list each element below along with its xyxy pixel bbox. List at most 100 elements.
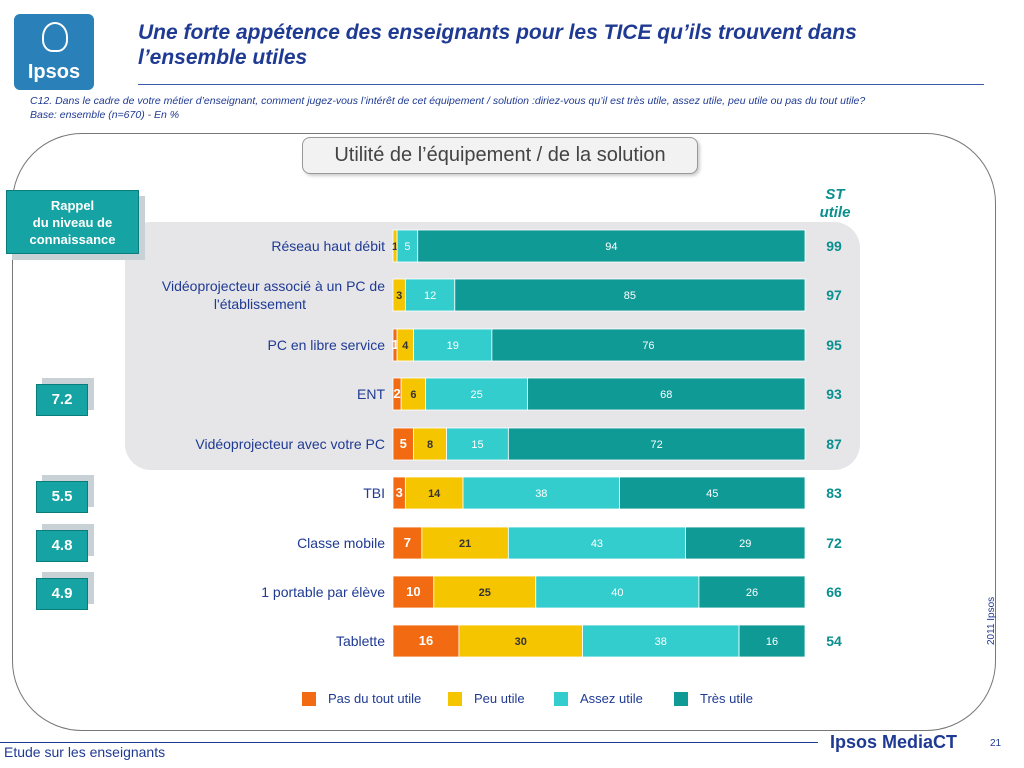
bar-segment <box>454 278 806 312</box>
page-title: Une forte appétence des enseignants pour… <box>138 21 857 69</box>
footer-divider <box>0 742 818 743</box>
bar-value-label: 29 <box>739 538 751 550</box>
st-header-line-2: utile <box>819 204 851 221</box>
bar-segment <box>507 526 686 560</box>
bar-segment <box>392 624 460 658</box>
question-text: C12. Dans le cadre de votre métier d’ens… <box>30 94 990 122</box>
bar-value-label: 94 <box>605 241 617 253</box>
bar-segment <box>400 377 427 411</box>
bar-segment <box>417 229 806 263</box>
bar-value-label: 2 <box>393 386 400 401</box>
rappel-line-3: connaissance <box>29 232 116 247</box>
st-utile-value: 54 <box>826 633 842 649</box>
bar-segment <box>404 278 456 312</box>
category-label: Tablette <box>336 633 385 649</box>
bar-value-label: 7 <box>404 535 411 550</box>
bar-segment <box>425 377 529 411</box>
bar-value-label: 68 <box>660 389 672 401</box>
category-label: ENT <box>357 386 385 402</box>
category-label: Réseau haut débit <box>271 238 385 254</box>
category-label: Classe mobile <box>297 535 385 551</box>
st-utile-value: 93 <box>826 386 842 402</box>
ipsos-logo: Ipsos <box>14 14 94 90</box>
bar-value-label: 76 <box>642 340 654 352</box>
legend-swatch <box>554 692 568 706</box>
legend-swatch <box>448 692 462 706</box>
bar-segment <box>582 624 740 658</box>
st-utile-value: 72 <box>826 535 842 551</box>
score-badge: 4.8 <box>36 530 88 562</box>
score-badge: 5.5 <box>36 481 88 513</box>
bar-value-label: 45 <box>706 488 718 500</box>
bar-segment <box>738 624 806 658</box>
chart-title: Utilité de l’équipement / de la solution <box>302 137 698 174</box>
st-utile-header: ST utile <box>810 186 860 222</box>
question-line: C12. Dans le cadre de votre métier d’ens… <box>30 95 866 107</box>
score-badge: 7.2 <box>36 384 88 416</box>
bar-value-label: 25 <box>479 587 491 599</box>
bar-segment <box>413 427 447 461</box>
bar-value-label: 10 <box>406 584 420 599</box>
title-divider <box>138 84 984 85</box>
st-utile-value: 99 <box>826 238 842 254</box>
legend-label: Assez utile <box>580 691 643 706</box>
st-utile-value: 83 <box>826 485 842 501</box>
bar-value-label: 30 <box>515 636 527 648</box>
st-utile-value: 97 <box>826 287 842 303</box>
score-badge: 4.9 <box>36 578 88 610</box>
bar-segment <box>507 427 806 461</box>
bar-segment <box>392 526 423 560</box>
bar-value-label: 3 <box>396 485 403 500</box>
bar-value-label: 1 <box>392 241 398 253</box>
bar-segment <box>446 427 509 461</box>
bar-value-label: 1 <box>391 337 398 352</box>
bar-value-label: 12 <box>424 290 436 302</box>
legend-swatch <box>302 692 316 706</box>
bar-value-label: 40 <box>611 587 623 599</box>
bar-value-label: 26 <box>746 587 758 599</box>
category-label: TBI <box>363 485 385 501</box>
copyright: 2011 Ipsos <box>986 596 997 645</box>
rappel-line-1: Rappel <box>50 198 95 213</box>
footer-study: Etude sur les enseignants <box>4 744 166 760</box>
rappel-box: Rappel du niveau de connaissance <box>6 190 139 254</box>
category-label: PC en libre service <box>268 337 386 353</box>
bar-value-label: 25 <box>470 389 482 401</box>
bar-value-label: 14 <box>428 488 441 500</box>
bar-segment <box>421 526 509 560</box>
bar-value-label: 16 <box>766 636 778 648</box>
st-utile-value: 95 <box>826 337 842 353</box>
legend-label: Pas du tout utile <box>328 691 422 706</box>
bar-segment <box>619 476 806 510</box>
bar-segment <box>685 526 806 560</box>
category-label: Vidéoprojecteur associé à un PC de l'étab… <box>162 278 385 312</box>
bar-segment <box>458 624 583 658</box>
bar-value-label: 3 <box>396 290 402 302</box>
page-number: 21 <box>990 738 1002 749</box>
bar-value-label: 6 <box>410 389 416 401</box>
bar-value-label: 38 <box>535 488 547 500</box>
bar-value-label: 43 <box>591 538 603 550</box>
logo-head-icon <box>42 22 68 52</box>
bar-value-label: 16 <box>419 633 433 648</box>
bar-value-label: 15 <box>471 439 483 451</box>
bar-value-label: 72 <box>651 439 663 451</box>
legend-label: Très utile <box>700 691 753 706</box>
rappel-line-2: du niveau de <box>32 215 113 230</box>
bar-value-label: 19 <box>447 340 459 352</box>
bar-segment <box>527 377 806 411</box>
bar-value-label: 5 <box>404 241 410 253</box>
bar-value-label: 4 <box>402 340 409 352</box>
st-utile-value: 66 <box>826 584 842 600</box>
base-line: Base: ensemble (n=670) - En % <box>30 109 180 121</box>
bar-segment <box>462 476 621 510</box>
bar-segment <box>491 328 806 362</box>
bar-segment <box>698 575 806 609</box>
bar-value-label: 85 <box>624 290 636 302</box>
legend-swatch <box>674 692 688 706</box>
bar-value-label: 21 <box>459 538 471 550</box>
bar-segment <box>392 575 435 609</box>
bar-value-label: 5 <box>400 436 407 451</box>
footer-brand: Ipsos MediaCT <box>830 732 958 752</box>
